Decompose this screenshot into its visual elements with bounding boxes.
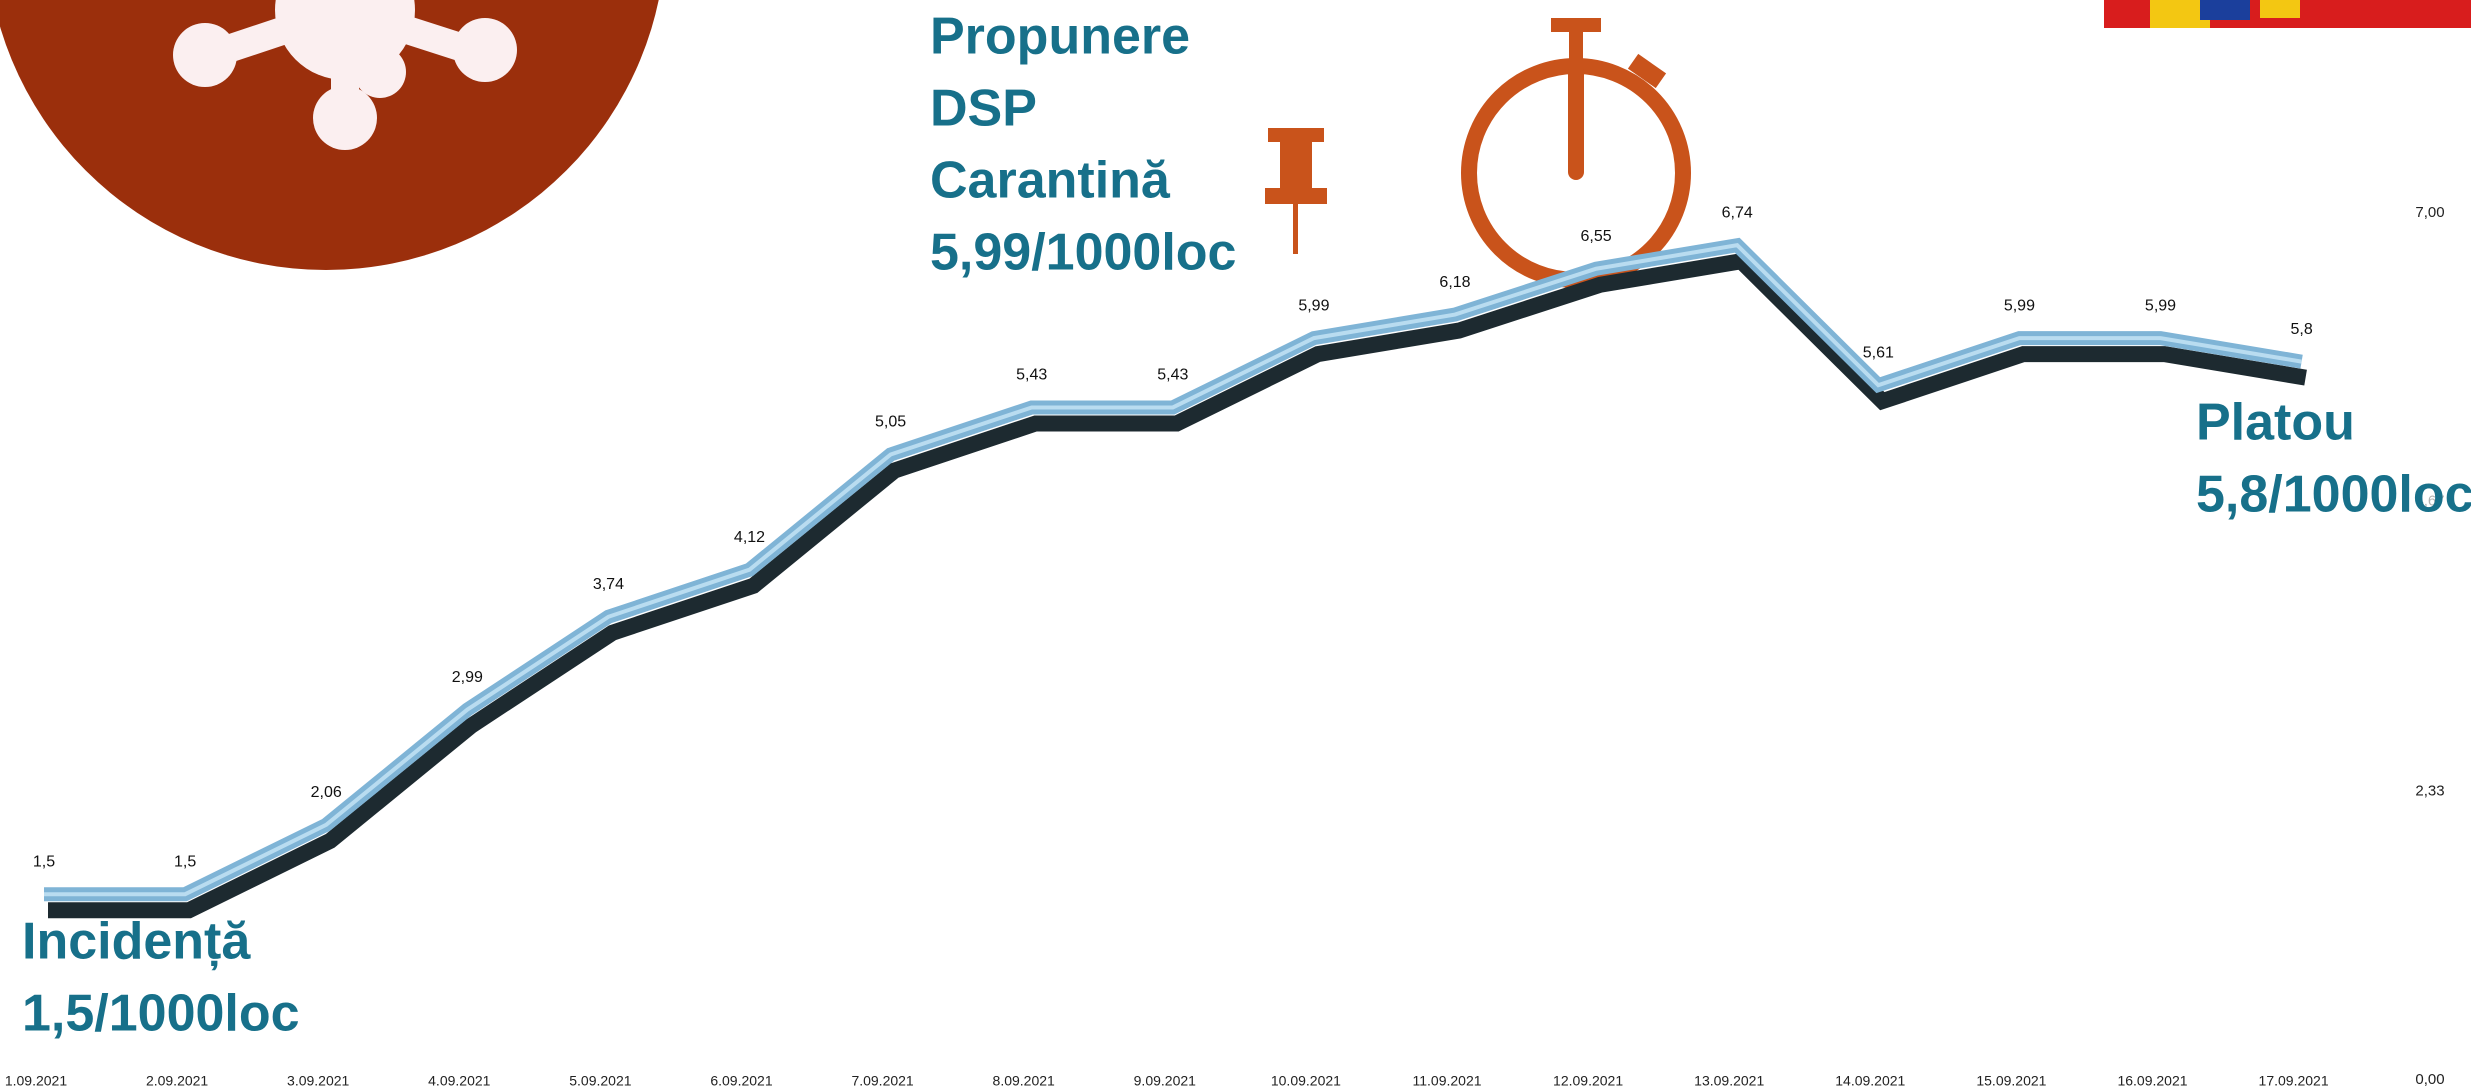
x-tick-label: 7.09.2021 (851, 1073, 913, 1089)
y-tick-label: 7,00 (2415, 204, 2444, 221)
annotation: 1,5/1000loc (22, 985, 300, 1043)
x-tick-label: 13.09.2021 (1694, 1073, 1764, 1089)
stopwatch-icon (1461, 18, 1691, 288)
flag-image (2104, 0, 2471, 28)
y-tick-label: 4,67 (2415, 493, 2444, 510)
pushpin-icon (1265, 128, 1327, 254)
value-label: 6,55 (1581, 228, 1612, 245)
x-tick-label: 14.09.2021 (1835, 1073, 1905, 1089)
value-label: 1,5 (33, 853, 55, 870)
y-tick-label: 0,00 (2415, 1071, 2444, 1088)
annotation: 5,99/1000loc (930, 224, 1236, 282)
line-shadow (48, 252, 2307, 919)
x-tick-label: 4.09.2021 (428, 1073, 490, 1089)
virus-icon (0, 0, 659, 270)
x-tick-label: 2.09.2021 (146, 1073, 208, 1089)
x-tick-label: 17.09.2021 (2259, 1073, 2329, 1089)
line-highlight (44, 243, 2302, 897)
value-label: 2,99 (452, 669, 483, 686)
annotation: 5,8/1000loc (2196, 466, 2471, 524)
x-tick-label: 10.09.2021 (1271, 1073, 1341, 1089)
value-label: 5,99 (2145, 297, 2176, 314)
annotation: Platou (2196, 394, 2355, 452)
x-tick-label: 3.09.2021 (287, 1073, 349, 1089)
value-label: 6,18 (1439, 274, 1470, 291)
x-tick-label: 1.09.2021 (5, 1073, 67, 1089)
value-label: 5,99 (1298, 297, 1329, 314)
value-label: 5,43 (1157, 367, 1188, 384)
value-label: 5,05 (875, 414, 906, 431)
y-tick-label: 2,33 (2415, 782, 2444, 799)
value-label: 2,06 (311, 784, 342, 801)
x-tick-label: 15.09.2021 (1976, 1073, 2046, 1089)
x-tick-label: 11.09.2021 (1412, 1073, 1481, 1089)
x-tick-label: 12.09.2021 (1553, 1073, 1623, 1089)
value-label: 5,61 (1863, 344, 1894, 361)
value-label: 5,43 (1016, 367, 1047, 384)
x-tick-label: 16.09.2021 (2117, 1073, 2187, 1089)
value-label: 1,5 (174, 853, 196, 870)
value-label: 3,74 (593, 576, 624, 593)
value-label: 5,8 (2290, 321, 2312, 338)
x-tick-label: 8.09.2021 (993, 1073, 1055, 1089)
x-tick-label: 5.09.2021 (569, 1073, 631, 1089)
value-label: 6,74 (1722, 204, 1753, 221)
annotation: Propunere (930, 8, 1190, 66)
x-tick-label: 9.09.2021 (1134, 1073, 1196, 1089)
annotation: Incidență (22, 913, 251, 971)
annotation: DSP (930, 80, 1037, 138)
value-label: 5,99 (2004, 297, 2035, 314)
annotation: Carantină (930, 152, 1171, 210)
x-tick-label: 6.09.2021 (710, 1073, 772, 1089)
value-label: 4,12 (734, 529, 765, 546)
